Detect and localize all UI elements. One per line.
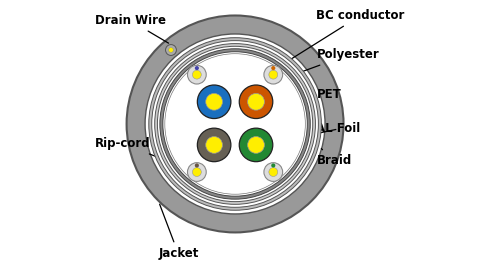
Circle shape bbox=[239, 85, 273, 119]
Circle shape bbox=[264, 65, 283, 84]
Circle shape bbox=[192, 70, 201, 79]
Circle shape bbox=[248, 136, 264, 153]
Circle shape bbox=[248, 93, 264, 110]
Circle shape bbox=[155, 44, 315, 204]
Circle shape bbox=[206, 93, 223, 110]
Circle shape bbox=[239, 128, 273, 162]
Text: Braid: Braid bbox=[316, 149, 352, 168]
Circle shape bbox=[206, 136, 223, 153]
Text: Drain Wire: Drain Wire bbox=[95, 14, 168, 43]
Circle shape bbox=[168, 48, 173, 52]
Circle shape bbox=[269, 70, 278, 79]
Text: Jacket: Jacket bbox=[158, 204, 199, 260]
Circle shape bbox=[145, 34, 325, 214]
Circle shape bbox=[160, 49, 310, 199]
Circle shape bbox=[188, 65, 206, 84]
Circle shape bbox=[165, 54, 305, 194]
Circle shape bbox=[271, 163, 276, 168]
Circle shape bbox=[152, 41, 318, 207]
Circle shape bbox=[195, 163, 199, 168]
Text: Rip-cord: Rip-cord bbox=[95, 137, 194, 171]
Circle shape bbox=[157, 46, 313, 202]
Text: PET: PET bbox=[312, 88, 341, 110]
Text: BC conductor: BC conductor bbox=[276, 9, 405, 69]
Circle shape bbox=[163, 52, 307, 196]
Circle shape bbox=[197, 85, 231, 119]
Text: Polyester: Polyester bbox=[279, 48, 379, 80]
Circle shape bbox=[264, 163, 283, 181]
Circle shape bbox=[269, 168, 278, 176]
Text: AL Foil: AL Foil bbox=[316, 122, 360, 135]
Circle shape bbox=[271, 66, 276, 70]
Circle shape bbox=[192, 168, 201, 176]
Circle shape bbox=[197, 128, 231, 162]
Circle shape bbox=[166, 44, 176, 55]
Circle shape bbox=[195, 66, 199, 70]
Circle shape bbox=[188, 163, 206, 181]
Circle shape bbox=[149, 38, 321, 210]
Circle shape bbox=[127, 16, 344, 232]
